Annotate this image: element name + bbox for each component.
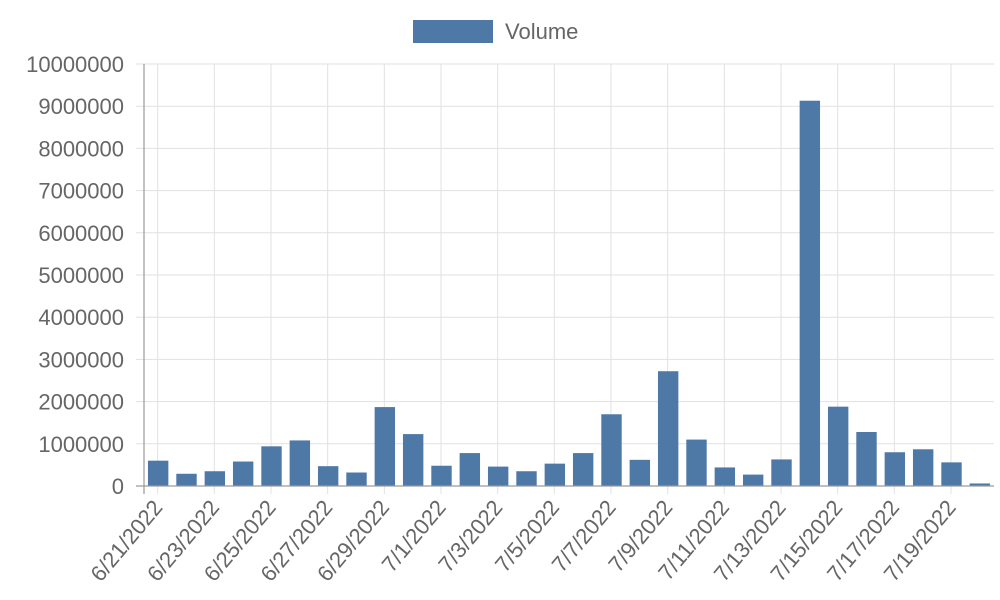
chart-legend[interactable]: Volume bbox=[413, 19, 578, 44]
y-tick-label: 1000000 bbox=[38, 432, 124, 457]
bar-7-18-2022[interactable] bbox=[912, 449, 934, 486]
bar-7-5-2022[interactable] bbox=[544, 463, 566, 486]
bar-6-22-2022[interactable] bbox=[176, 473, 197, 486]
bar-7-10-2022[interactable] bbox=[686, 439, 707, 486]
axes bbox=[136, 64, 994, 494]
bar-7-17-2022[interactable] bbox=[884, 452, 906, 486]
bar-7-19-2022[interactable] bbox=[941, 462, 962, 486]
bar-7-2-2022[interactable] bbox=[459, 453, 481, 486]
gridlines bbox=[136, 63, 994, 494]
y-tick-label: 2000000 bbox=[38, 390, 124, 415]
bar-7-20-2022[interactable] bbox=[969, 483, 991, 486]
bar-7-16-2022[interactable] bbox=[856, 431, 877, 486]
bar-6-21-2022[interactable] bbox=[147, 460, 169, 486]
bar-6-24-2022[interactable] bbox=[232, 461, 254, 486]
legend-swatch-volume bbox=[413, 20, 493, 43]
bar-7-13-2022[interactable] bbox=[771, 459, 792, 486]
bar-series-volume bbox=[147, 100, 991, 487]
y-tick-label: 6000000 bbox=[38, 221, 124, 246]
bar-7-12-2022[interactable] bbox=[742, 474, 764, 486]
bar-7-7-2022[interactable] bbox=[601, 414, 622, 486]
y-tick-label: 4000000 bbox=[38, 305, 124, 330]
bar-7-11-2022[interactable] bbox=[714, 467, 736, 486]
y-tick-label: 8000000 bbox=[38, 136, 124, 161]
bar-6-23-2022[interactable] bbox=[204, 471, 226, 486]
y-tick-label: 5000000 bbox=[38, 263, 124, 288]
y-axis-tick-labels: 0 1000000 2000000 3000000 4000000 5000000 6000… bbox=[26, 52, 124, 499]
bar-7-9-2022[interactable] bbox=[657, 371, 679, 486]
bar-6-27-2022[interactable] bbox=[317, 466, 339, 486]
bar-7-3-2022[interactable] bbox=[487, 466, 509, 486]
bar-7-8-2022[interactable] bbox=[629, 459, 651, 486]
bar-7-1-2022[interactable] bbox=[431, 465, 452, 486]
bar-7-6-2022[interactable] bbox=[572, 453, 594, 486]
bar-6-25-2022[interactable] bbox=[261, 446, 282, 486]
y-tick-label: 0 bbox=[112, 474, 124, 499]
y-tick-label: 7000000 bbox=[38, 179, 124, 204]
bar-6-30-2022[interactable] bbox=[402, 434, 424, 486]
legend-label-volume: Volume bbox=[505, 19, 578, 44]
y-tick-label: 10000000 bbox=[26, 52, 124, 77]
bar-6-28-2022[interactable] bbox=[346, 472, 367, 486]
bar-7-15-2022[interactable] bbox=[827, 406, 849, 486]
bar-6-29-2022[interactable] bbox=[374, 407, 396, 486]
y-tick-label: 9000000 bbox=[38, 94, 124, 119]
bar-7-14-2022[interactable] bbox=[799, 100, 821, 487]
bar-7-4-2022[interactable] bbox=[516, 471, 537, 486]
bar-6-26-2022[interactable] bbox=[289, 440, 311, 486]
y-tick-label: 3000000 bbox=[38, 347, 124, 372]
x-axis-tick-labels: 6/21/20226/23/20226/25/20226/27/20226/29… bbox=[85, 495, 960, 586]
